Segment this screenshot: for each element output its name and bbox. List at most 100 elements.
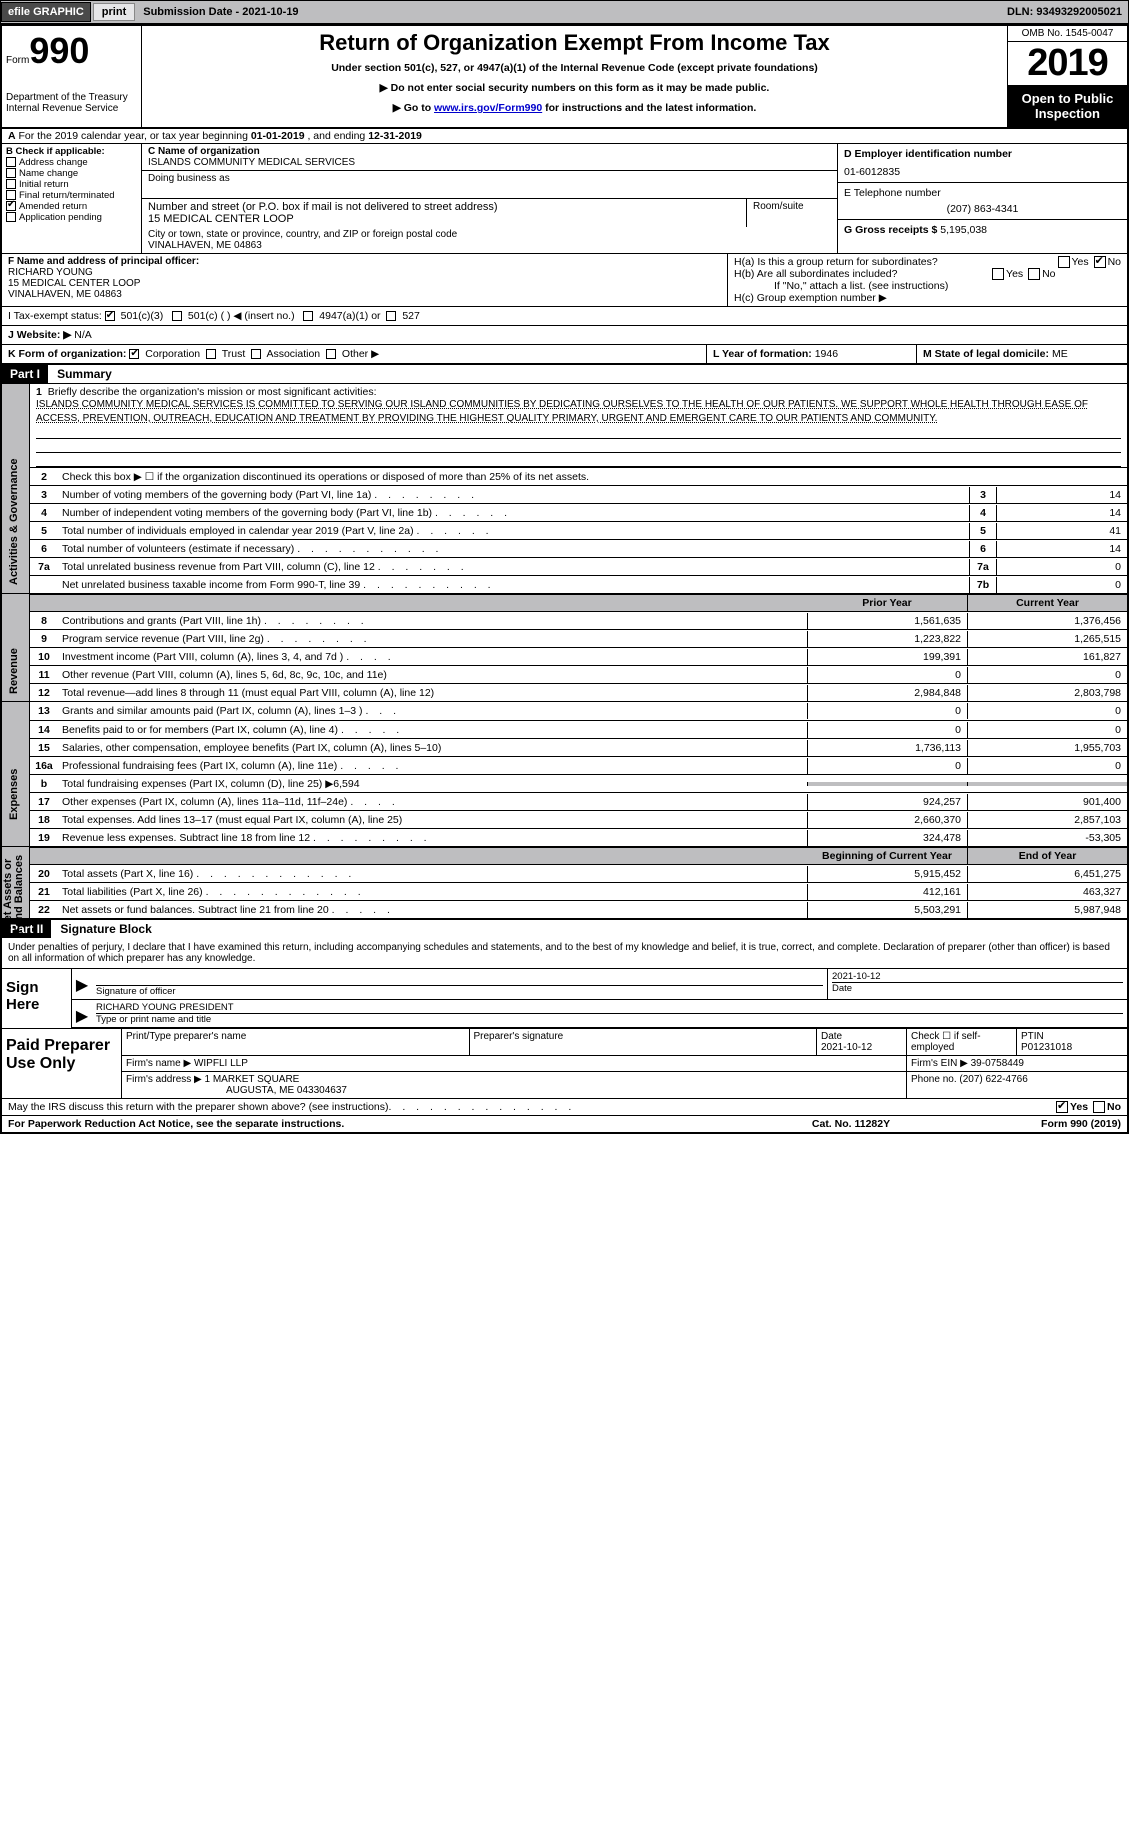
hdr-prior: Prior Year: [807, 595, 967, 611]
sig-date-value: 2021-10-12: [832, 971, 1123, 982]
line-12: Total revenue—add lines 8 through 11 (mu…: [58, 685, 807, 701]
side-na: Net Assets or Fund Balances: [3, 844, 25, 944]
discuss-no[interactable]: [1093, 1101, 1105, 1113]
governance-section: Activities & Governance 1 Briefly descri…: [2, 383, 1127, 593]
sig-officer-label: Signature of officer: [96, 985, 823, 997]
b-header: B Check if applicable:: [6, 146, 137, 157]
dba-label: Doing business as: [148, 173, 831, 184]
firm-addr2: AUGUSTA, ME 043304637: [126, 1085, 347, 1096]
self-employed-chk[interactable]: Check ☐ if self-employed: [907, 1029, 1017, 1055]
ha-line: H(a) Is this a group return for subordin…: [734, 256, 1121, 268]
line-22: Net assets or fund balances. Subtract li…: [58, 902, 807, 918]
form-number: Form990: [6, 30, 137, 72]
form-title: Return of Organization Exempt From Incom…: [152, 30, 997, 56]
chk-corp[interactable]: [129, 349, 139, 359]
row-i: I Tax-exempt status: 501(c)(3) 501(c) ( …: [2, 307, 1127, 326]
row-a: A For the 2019 calendar year, or tax yea…: [2, 129, 1127, 144]
expenses-section: Expenses 13Grants and similar amounts pa…: [2, 701, 1127, 846]
c-name-label: C Name of organization: [148, 146, 831, 157]
line-6: Total number of volunteers (estimate if …: [58, 541, 969, 557]
form-footer-label: Form 990 (2019): [941, 1118, 1121, 1130]
part-ii-header: Part II Signature Block: [2, 920, 1127, 938]
line-10: Investment income (Part VIII, column (A)…: [58, 649, 807, 665]
print-button[interactable]: print: [93, 3, 135, 21]
hb-note: If "No," attach a list. (see instruction…: [734, 280, 1121, 292]
chk-amended[interactable]: [6, 201, 16, 211]
phone-value: (207) 863-4341: [844, 203, 1121, 215]
gross-value: 5,195,038: [940, 224, 987, 236]
discuss-line: May the IRS discuss this return with the…: [2, 1099, 1127, 1115]
part-i-header: Part I Summary: [2, 365, 1127, 383]
hdr-end: End of Year: [967, 848, 1127, 864]
chk-501c3[interactable]: [105, 311, 115, 321]
discuss-yes[interactable]: [1056, 1101, 1068, 1113]
firm-ein: 39-0758449: [971, 1058, 1024, 1069]
line-13: Grants and similar amounts paid (Part IX…: [58, 703, 807, 719]
line-4: Number of independent voting members of …: [58, 505, 969, 521]
hdr-begin: Beginning of Current Year: [807, 848, 967, 864]
ein-value: 01-6012835: [844, 166, 1121, 178]
prep-name-label: Print/Type preparer's name: [122, 1029, 470, 1055]
row-fh: F Name and address of principal officer:…: [2, 254, 1127, 307]
dept-label: Department of the Treasury Internal Reve…: [6, 92, 137, 114]
revenue-section: Revenue Prior YearCurrent Year 8Contribu…: [2, 593, 1127, 701]
side-rev: Revenue: [8, 614, 20, 694]
page-footer: For Paperwork Reduction Act Notice, see …: [2, 1115, 1127, 1132]
officer-addr1: 15 MEDICAL CENTER LOOP: [8, 278, 721, 289]
chk-app-pending[interactable]: Application pending: [19, 212, 102, 223]
row-klm: K Form of organization: Corporation Trus…: [2, 345, 1127, 365]
irs-link[interactable]: www.irs.gov/Form990: [434, 102, 542, 114]
chk-initial[interactable]: Initial return: [19, 179, 69, 190]
org-name: ISLANDS COMMUNITY MEDICAL SERVICES: [148, 157, 831, 168]
name-title-label: Type or print name and title: [96, 1013, 1123, 1025]
section-bcdeg: B Check if applicable: Address change Na…: [2, 144, 1127, 254]
mission-label: Briefly describe the organization's miss…: [48, 386, 377, 398]
ptin-value: P01231018: [1021, 1042, 1072, 1053]
form-page: Form990 Department of the Treasury Inter…: [0, 24, 1129, 1134]
paid-preparer-label: Paid Preparer Use Only: [2, 1029, 122, 1098]
firm-name: WIPFLI LLP: [194, 1058, 248, 1069]
line-8: Contributions and grants (Part VIII, lin…: [58, 613, 807, 629]
firm-addr: 1 MARKET SQUARE: [205, 1074, 300, 1085]
paid-preparer-block: Paid Preparer Use Only Print/Type prepar…: [2, 1028, 1127, 1099]
ha-no[interactable]: [1094, 256, 1106, 268]
line-16b: Total fundraising expenses (Part IX, col…: [58, 776, 807, 792]
perjury-declaration: Under penalties of perjury, I declare th…: [2, 938, 1127, 969]
line-3: Number of voting members of the governin…: [58, 487, 969, 503]
line-17: Other expenses (Part IX, column (A), lin…: [58, 794, 807, 810]
line-2: Check this box ▶ ☐ if the organization d…: [58, 469, 1127, 485]
line-7a: Total unrelated business revenue from Pa…: [58, 559, 969, 575]
goto-line: ▶ Go to www.irs.gov/Form990 for instruct…: [152, 102, 997, 114]
paperwork-notice: For Paperwork Reduction Act Notice, see …: [8, 1118, 761, 1130]
prep-date: 2021-10-12: [821, 1042, 872, 1053]
top-toolbar: efile GRAPHIC print Submission Date - 20…: [0, 0, 1129, 24]
chk-address-change[interactable]: Address change: [19, 157, 88, 168]
chk-name-change[interactable]: Name change: [19, 168, 78, 179]
net-assets-section: Net Assets or Fund Balances Beginning of…: [2, 846, 1127, 920]
line-15: Salaries, other compensation, employee b…: [58, 740, 807, 756]
cat-number: Cat. No. 11282Y: [761, 1118, 941, 1130]
form-header: Form990 Department of the Treasury Inter…: [2, 26, 1127, 129]
gross-label: G Gross receipts $: [844, 224, 940, 236]
city-label: City or town, state or province, country…: [148, 229, 831, 240]
hb-line: H(b) Are all subordinates included? Yes …: [734, 268, 1121, 280]
omb-number: OMB No. 1545-0047: [1008, 26, 1127, 42]
privacy-note: ▶ Do not enter social security numbers o…: [152, 82, 997, 94]
phone-label: E Telephone number: [844, 187, 1121, 199]
efile-link[interactable]: efile GRAPHIC: [1, 2, 91, 22]
line-9: Program service revenue (Part VIII, line…: [58, 631, 807, 647]
prep-sig-label: Preparer's signature: [470, 1029, 818, 1055]
sign-here-block: Sign Here ▶ Signature of officer 2021-10…: [2, 969, 1127, 1028]
officer-name: RICHARD YOUNG: [8, 267, 721, 278]
ein-label: D Employer identification number: [844, 148, 1012, 160]
org-address: 15 MEDICAL CENTER LOOP: [148, 213, 740, 225]
room-label: Room/suite: [747, 199, 837, 227]
submission-label: Submission Date - 2021-10-19: [137, 6, 304, 18]
form-subtitle: Under section 501(c), 527, or 4947(a)(1)…: [152, 62, 997, 74]
open-public-badge: Open to Public Inspection: [1008, 85, 1127, 127]
line-5: Total number of individuals employed in …: [58, 523, 969, 539]
line-7b: Net unrelated business taxable income fr…: [58, 577, 969, 593]
line-18: Total expenses. Add lines 13–17 (must eq…: [58, 812, 807, 828]
line-19: Revenue less expenses. Subtract line 18 …: [58, 830, 807, 846]
chk-final[interactable]: Final return/terminated: [19, 190, 115, 201]
